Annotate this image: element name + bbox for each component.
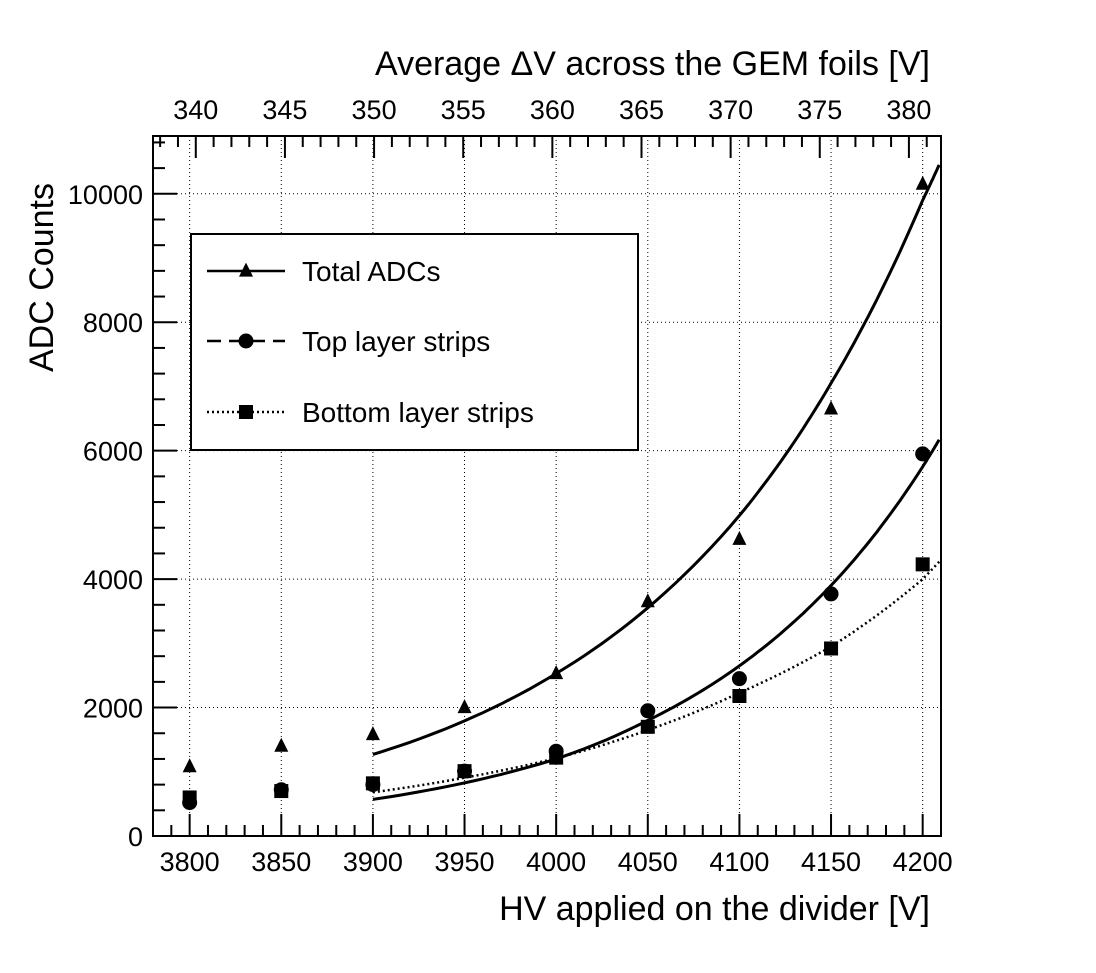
x-tick-label: 3850 [251,847,311,877]
y-tick-label: 6000 [83,437,143,467]
triangle-marker [274,737,289,752]
square-marker [182,790,197,805]
y-tick-label: 10000 [68,180,143,210]
circle-marker [640,703,656,719]
square-marker [732,689,747,703]
x-tick-label: 3950 [434,847,494,877]
x2-tick-label: 340 [173,95,218,125]
x2-tick-label: 370 [708,95,753,125]
x-tick-label: 4000 [526,847,586,877]
triangle-marker [457,699,472,714]
plot-frame [152,135,942,837]
x-axis-title: HV applied on the divider [V] [499,890,930,928]
x-tick-label: 4050 [618,847,678,877]
circle-marker [915,446,931,462]
x2-tick-label: 355 [441,95,486,125]
x-tick-label: 4200 [893,847,953,877]
x-tick-label: 3900 [343,847,403,877]
legend-square-marker [239,405,253,419]
circle-marker [823,586,839,602]
legend-circle-marker [238,333,254,349]
legend-label: Total ADCs [302,256,441,287]
legend-triangle-marker [239,262,253,277]
triangle-marker [640,593,655,608]
y-tick-label: 4000 [83,565,143,595]
data-markers [182,175,931,811]
triangle-marker [365,726,380,741]
x2-tick-label: 345 [262,95,307,125]
y-tick-label: 2000 [83,694,143,724]
square-marker [274,784,289,799]
axis-ticks [152,136,942,837]
y-axis-title: ADC Counts [23,183,61,372]
legend: Total ADCs Top layer strips Bottom layer s… [190,233,639,451]
x2-tick-label: 365 [619,95,664,125]
triangle-marker [549,665,564,680]
legend-label: Bottom layer strips [302,397,534,428]
y-tick-label: 8000 [83,308,143,338]
triangle-marker [915,175,930,190]
fit-curve-top-layer-strips [372,438,941,801]
square-marker [640,719,655,734]
square-marker [915,557,930,572]
legend-label: Top layer strips [302,326,490,357]
square-marker [457,764,472,779]
square-marker [365,776,380,791]
x-tick-label: 3800 [160,847,220,877]
top-axis-title: Average ΔV across the GEM foils [V] [375,45,930,83]
x-tick-label: 4100 [709,847,769,877]
circle-marker [731,671,747,687]
fit-curve-bottom-layer-strips [372,560,941,794]
square-marker [824,641,839,656]
y-tick-label: 0 [128,822,143,852]
x2-tick-label: 360 [530,95,575,125]
square-marker [549,750,564,765]
x-tick-label: 4150 [801,847,861,877]
triangle-marker [182,758,197,773]
x2-tick-label: 375 [797,95,842,125]
triangle-marker [824,400,839,415]
x2-tick-label: 380 [886,95,931,125]
triangle-marker [732,530,747,545]
fit-curve-total-adcs [372,164,941,756]
x2-tick-label: 350 [352,95,397,125]
